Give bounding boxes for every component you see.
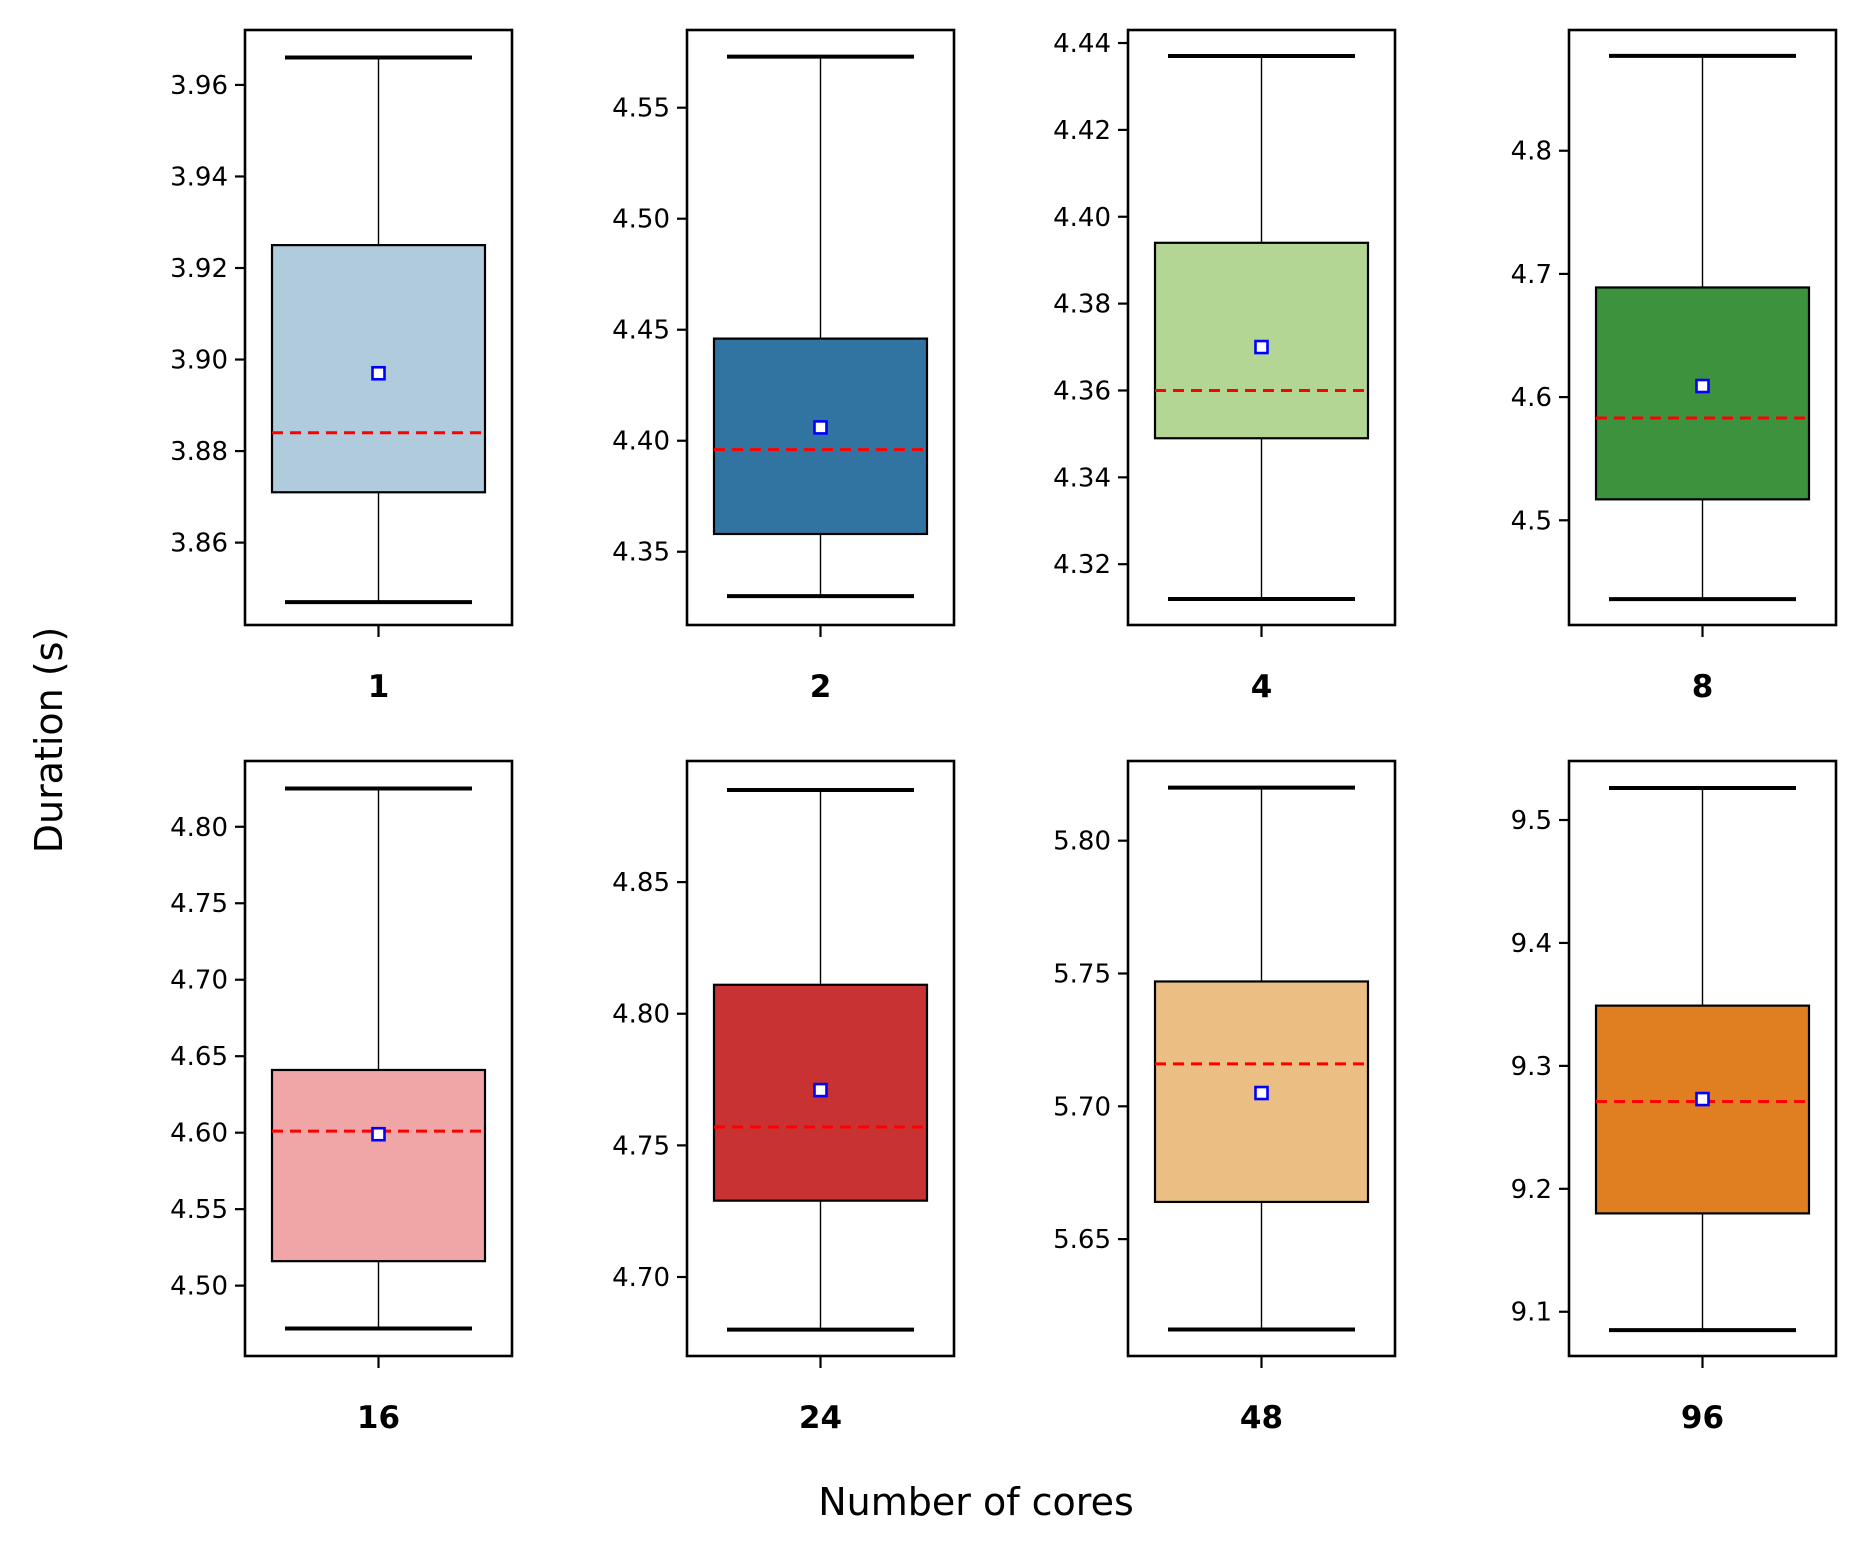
y-tick-label: 4.32 xyxy=(1053,550,1111,580)
x-category-label: 1 xyxy=(368,669,390,705)
y-tick-label: 4.85 xyxy=(612,868,670,898)
x-category-label: 24 xyxy=(799,1400,842,1436)
x-category-label: 2 xyxy=(810,669,832,705)
x-category-label: 48 xyxy=(1240,1400,1283,1436)
y-tick-label: 4.36 xyxy=(1053,376,1111,406)
y-tick-label: 5.80 xyxy=(1053,827,1111,857)
y-tick-label: 4.75 xyxy=(170,889,228,919)
y-tick-label: 4.50 xyxy=(170,1272,228,1302)
y-axis-title: Duration (s) xyxy=(27,627,71,854)
y-tick-label: 4.44 xyxy=(1053,29,1111,59)
subplot-96: 9.1 9.2 9.3 9.4 9.5 96 xyxy=(1511,759,1838,1436)
y-tick-label: 4.34 xyxy=(1053,463,1111,493)
subplot-grid: 3.86 3.88 3.90 3.92 3.94 3.96 1 4.35 4.40 4.45 4.5… xyxy=(170,28,1838,1436)
y-tick-label: 4.70 xyxy=(170,966,228,996)
y-tick-label: 3.86 xyxy=(170,529,228,559)
y-tick-label: 4.55 xyxy=(170,1195,228,1225)
y-tick-label: 3.96 xyxy=(170,71,228,101)
y-tick-label: 3.90 xyxy=(170,346,228,376)
x-category-label: 96 xyxy=(1681,1400,1724,1436)
subplot-2: 4.35 4.40 4.45 4.50 4.55 2 xyxy=(612,28,956,705)
mean-marker xyxy=(1695,1091,1710,1107)
mean-marker xyxy=(813,1082,828,1098)
x-category-label: 8 xyxy=(1692,669,1714,705)
mean-marker xyxy=(1695,378,1710,394)
subplot-16: 4.50 4.55 4.60 4.65 4.70 4.75 4.80 16 xyxy=(170,759,514,1436)
y-tick-label: 3.94 xyxy=(170,162,228,192)
subplot-1: 3.86 3.88 3.90 3.92 3.94 3.96 1 xyxy=(170,28,514,705)
y-tick-label: 4.75 xyxy=(612,1131,670,1161)
y-tick-label: 9.1 xyxy=(1511,1298,1552,1328)
y-tick-label: 4.60 xyxy=(170,1119,228,1149)
subplot-4: 4.32 4.34 4.36 4.38 4.40 4.42 4.44 4 xyxy=(1053,28,1397,705)
iqr-box xyxy=(1594,1004,1811,1215)
iqr-box xyxy=(1594,286,1811,501)
y-tick-label: 4.50 xyxy=(612,205,670,235)
y-tick-label: 5.70 xyxy=(1053,1092,1111,1122)
x-category-label: 4 xyxy=(1251,669,1273,705)
y-tick-label: 9.4 xyxy=(1511,929,1552,959)
y-tick-label: 4.55 xyxy=(612,94,670,124)
mean-marker xyxy=(371,365,386,381)
y-tick-label: 4.5 xyxy=(1511,506,1552,536)
y-tick-label: 4.40 xyxy=(612,427,670,457)
y-tick-label: 4.8 xyxy=(1511,137,1552,167)
y-tick-label: 3.92 xyxy=(170,254,228,284)
y-tick-label: 4.35 xyxy=(612,538,670,568)
mean-marker xyxy=(371,1126,386,1142)
y-tick-label: 4.7 xyxy=(1511,260,1552,290)
iqr-box xyxy=(712,337,929,536)
y-tick-label: 4.6 xyxy=(1511,383,1552,413)
y-tick-label: 4.38 xyxy=(1053,290,1111,320)
y-tick-label: 4.80 xyxy=(612,1000,670,1030)
y-tick-label: 4.40 xyxy=(1053,203,1111,233)
x-category-label: 16 xyxy=(357,1400,400,1436)
subplot-48: 5.65 5.70 5.75 5.80 48 xyxy=(1053,759,1397,1436)
y-tick-label: 9.3 xyxy=(1511,1052,1552,1082)
mean-marker xyxy=(813,420,828,435)
subplot-8: 4.5 4.6 4.7 4.8 8 xyxy=(1511,28,1838,705)
y-tick-label: 9.2 xyxy=(1511,1175,1552,1205)
y-tick-label: 5.75 xyxy=(1053,960,1111,990)
subplot-24: 4.70 4.75 4.80 4.85 24 xyxy=(612,759,956,1436)
y-tick-label: 4.80 xyxy=(170,813,228,843)
y-tick-label: 4.42 xyxy=(1053,116,1111,146)
y-tick-label: 4.70 xyxy=(612,1263,670,1293)
y-tick-label: 5.65 xyxy=(1053,1225,1111,1255)
y-tick-label: 4.65 xyxy=(170,1042,228,1072)
y-tick-label: 4.45 xyxy=(612,316,670,346)
iqr-box xyxy=(270,1068,487,1263)
x-axis-title: Number of cores xyxy=(818,1480,1134,1524)
mean-marker xyxy=(1254,339,1269,355)
y-tick-label: 9.5 xyxy=(1511,806,1552,836)
y-tick-label: 3.88 xyxy=(170,437,228,467)
mean-marker xyxy=(1254,1085,1269,1101)
